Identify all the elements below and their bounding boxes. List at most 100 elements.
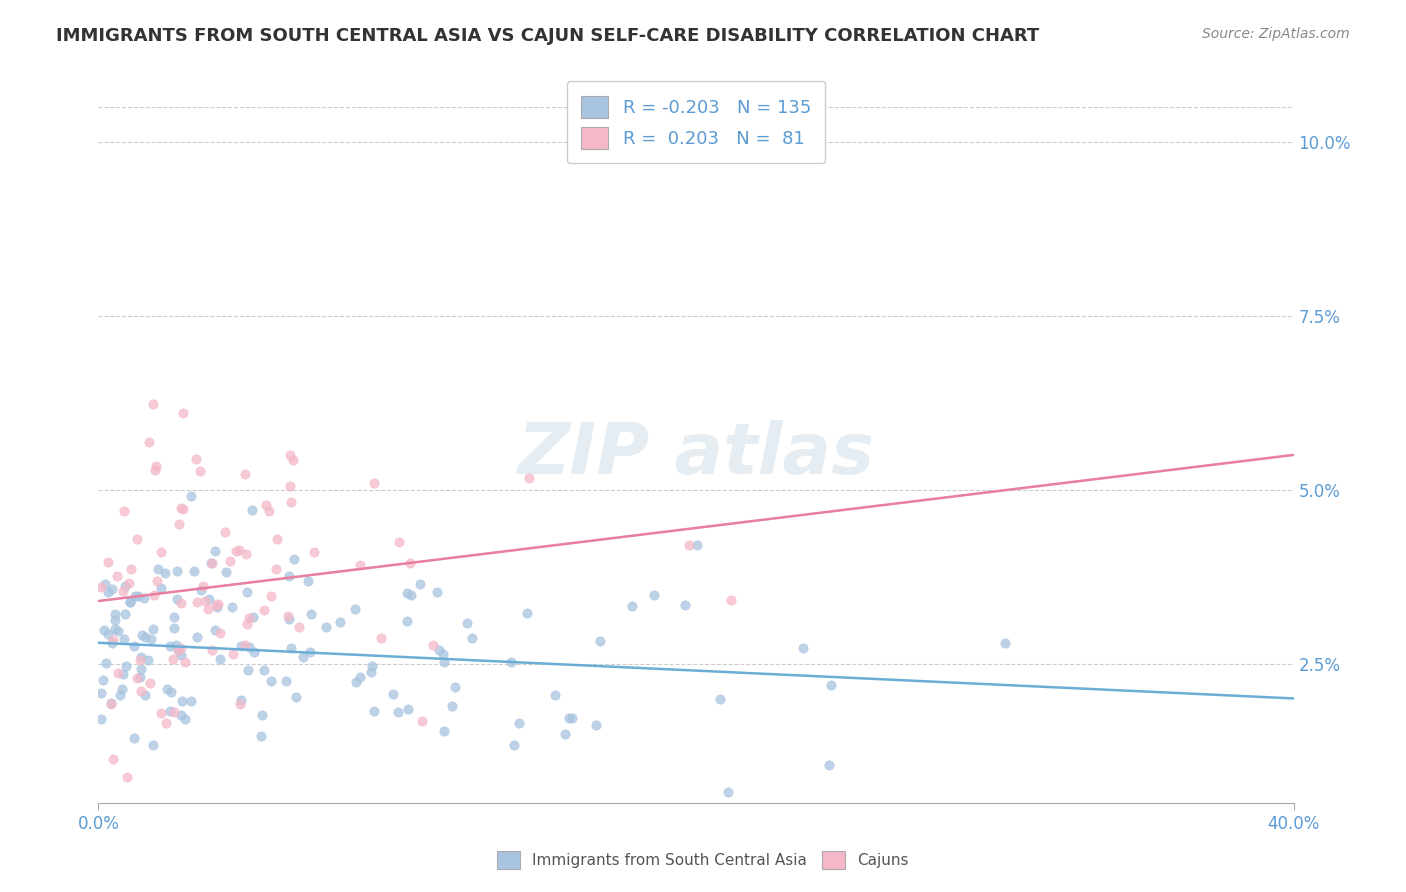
Point [443,680,465,694]
Point [240,503,263,517]
Point [145,463,167,477]
Point [264,562,287,576]
Point [188,464,211,478]
Point [163,621,186,635]
Point [589,634,612,648]
Point [111,682,134,697]
Point [90,712,112,726]
Point [208,626,231,640]
Point [112,632,135,646]
Point [138,653,160,667]
Point [186,451,208,466]
Point [103,607,125,621]
Point [673,598,696,612]
Point [225,544,247,558]
Point [142,397,165,411]
Point [315,620,337,634]
Point [278,568,301,582]
Point [222,647,245,661]
Point [205,599,228,613]
Point [101,636,124,650]
Point [166,565,188,579]
Point [363,704,385,718]
Point [120,595,142,609]
Point [257,504,280,518]
Point [201,643,224,657]
Point [129,653,152,667]
Point [172,406,194,420]
Point [162,652,184,666]
Point [585,718,607,732]
Point [200,556,222,570]
Point [280,495,302,509]
Point [395,614,418,628]
Point [183,564,205,578]
Point [186,630,208,644]
Point [112,504,135,518]
Point [93,624,115,638]
Point [159,639,181,653]
Point [111,667,134,681]
Point [278,478,301,492]
Point [114,579,136,593]
Point [163,610,186,624]
Point [107,624,129,639]
Point [107,666,129,681]
Point [792,640,814,655]
Point [91,673,114,687]
Point [249,729,271,743]
Point [104,623,127,637]
Point [620,599,643,613]
Point [120,562,142,576]
Point [173,712,195,726]
Point [103,752,125,766]
Point [717,785,740,799]
Point [129,649,152,664]
Point [233,467,256,482]
Point [139,676,162,690]
Point [124,590,146,604]
Point [235,547,257,561]
Point [180,489,202,503]
Point [461,631,484,645]
Point [499,656,522,670]
Point [205,599,228,614]
Point [94,656,117,670]
Point [167,516,190,531]
Point [250,708,273,723]
Point [229,639,252,653]
Point [219,554,242,568]
Point [253,664,276,678]
Point [820,678,842,692]
Point [283,552,305,566]
Point [198,591,221,606]
Point [277,609,299,624]
Point [194,594,217,608]
Point [141,739,163,753]
Text: ZIP atlas: ZIP atlas [517,420,875,490]
Point [243,645,266,659]
Point [167,642,190,657]
Text: IMMIGRANTS FROM SOUTH CENTRAL ASIA VS CAJUN SELF-CARE DISABILITY CORRELATION CHA: IMMIGRANTS FROM SOUTH CENTRAL ASIA VS CA… [56,27,1039,45]
Point [132,591,155,606]
Point [122,639,145,653]
Point [129,662,152,676]
Point [94,577,117,591]
Point [709,692,731,706]
Point [129,670,152,684]
Point [298,645,321,659]
Point [170,648,193,663]
Point [118,594,141,608]
Point [143,588,166,602]
Point [169,500,191,515]
Point [433,656,456,670]
Point [122,731,145,745]
Point [238,610,260,624]
Point [720,593,742,607]
Point [155,716,177,731]
Point [173,655,195,669]
Point [214,524,236,539]
Point [215,565,238,579]
Point [150,706,173,720]
Point [127,671,149,685]
